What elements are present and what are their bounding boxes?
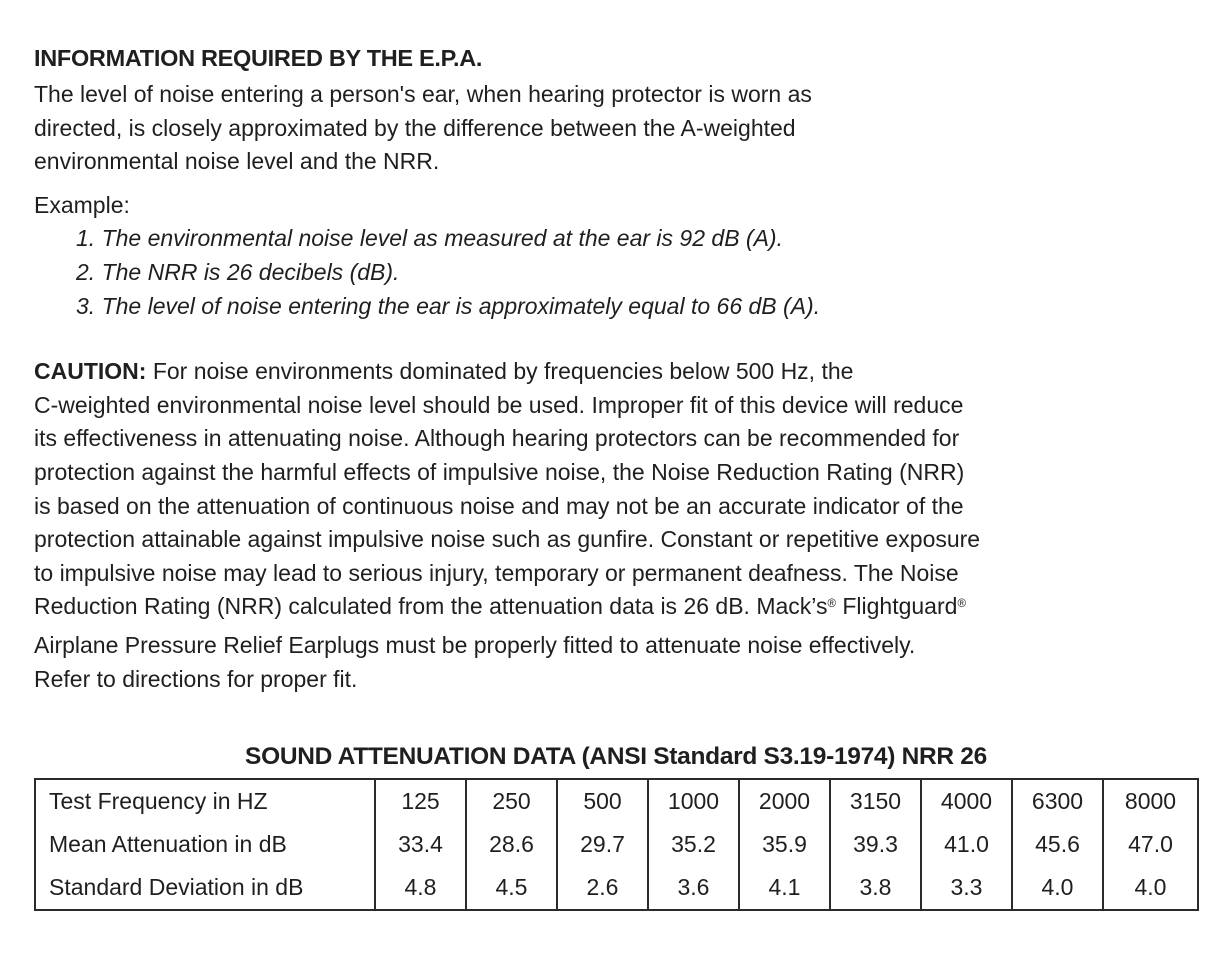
epa-paragraph-line: directed, is closely approximated by the… [34, 114, 796, 141]
table-cell: 39.3 [829, 823, 922, 867]
table-cell: 4.1 [738, 866, 831, 911]
table-cell: 47.0 [1102, 823, 1199, 867]
caution-line: CAUTION: For noise environments dominate… [34, 355, 1195, 389]
table-cell: 2000 [738, 779, 831, 824]
caution-line: protection attainable against impulsive … [34, 526, 981, 553]
epa-info-section: INFORMATION REQUIRED BY THE E.P.A. The l… [34, 44, 1195, 179]
row-label-mean-attenuation: Mean Attenuation in dB [34, 823, 376, 867]
caution-label: CAUTION: [34, 358, 147, 385]
example-item-2: 2. The NRR is 26 decibels (dB). [76, 258, 400, 285]
caution-line-trademarks: Reduction Rating (NRR) calculated from t… [34, 590, 1195, 629]
table-cell: 35.9 [738, 823, 831, 867]
table-row-mean-attenuation: Mean Attenuation in dB 33.4 28.6 29.7 35… [34, 823, 1199, 867]
caution-line: Refer to directions for proper fit. [34, 665, 358, 692]
caution-line-text: For noise environments dominated by freq… [146, 358, 854, 385]
epa-paragraph-line: The level of noise entering a person's e… [34, 81, 812, 107]
table-cell: 8000 [1102, 779, 1199, 824]
table-cell: 29.7 [556, 823, 649, 867]
epa-paragraph-line: environmental noise level and the NRR. [34, 148, 440, 175]
table-cell: 4.8 [374, 866, 467, 911]
table-cell: 125 [374, 779, 467, 824]
table-cell: 45.6 [1011, 823, 1104, 867]
table-cell: 35.2 [647, 823, 740, 867]
sound-attenuation-table: Test Frequency in HZ 125 250 500 1000 20… [34, 778, 1199, 912]
example-section: Example: 1. The environmental noise leve… [34, 189, 1195, 323]
table-cell: 41.0 [920, 823, 1013, 867]
caution-line: Airplane Pressure Relief Earplugs must b… [34, 631, 916, 658]
caution-line: C-weighted environmental noise level sho… [34, 391, 964, 418]
table-cell: 28.6 [465, 823, 558, 867]
table-cell: 33.4 [374, 823, 467, 867]
table-cell: 4000 [920, 779, 1013, 824]
sound-attenuation-section: SOUND ATTENUATION DATA (ANSI Standard S3… [34, 742, 1199, 912]
registered-trademark-icon: ® [957, 598, 966, 611]
table-cell: 3150 [829, 779, 922, 824]
row-label-frequency: Test Frequency in HZ [34, 779, 376, 824]
table-cell: 4.0 [1102, 866, 1199, 911]
table-cell: 4.5 [465, 866, 558, 911]
table-title: SOUND ATTENUATION DATA (ANSI Standard S3… [245, 743, 987, 771]
example-item-3: 3. The level of noise entering the ear i… [76, 292, 821, 319]
table-cell: 500 [556, 779, 649, 824]
example-label: Example: [34, 191, 130, 218]
example-item-1: 1. The environmental noise level as meas… [76, 225, 783, 252]
registered-trademark-icon: ® [827, 598, 836, 611]
caution-section: CAUTION: For noise environments dominate… [34, 355, 1195, 696]
table-row-frequency: Test Frequency in HZ 125 250 500 1000 20… [34, 779, 1199, 824]
caution-line-text: Flightguard [835, 593, 958, 620]
table-row-standard-deviation: Standard Deviation in dB 4.8 4.5 2.6 3.6… [34, 866, 1199, 911]
table-cell: 2.6 [556, 866, 649, 911]
table-cell: 3.6 [647, 866, 740, 911]
table-cell: 250 [465, 779, 558, 824]
table-cell: 1000 [647, 779, 740, 824]
row-label-standard-deviation: Standard Deviation in dB [34, 866, 376, 911]
epa-heading: INFORMATION REQUIRED BY THE E.P.A. [34, 45, 483, 71]
caution-line: its effectiveness in attenuating noise. … [34, 425, 960, 452]
table-cell: 4.0 [1011, 866, 1104, 911]
caution-line: is based on the attenuation of continuou… [34, 492, 964, 519]
table-cell: 3.3 [920, 866, 1013, 911]
table-cell: 3.8 [829, 866, 922, 911]
caution-line-text: Reduction Rating (NRR) calculated from t… [34, 593, 828, 620]
caution-line: to impulsive noise may lead to serious i… [34, 559, 959, 586]
table-cell: 6300 [1011, 779, 1104, 824]
caution-line: protection against the harmful effects o… [34, 458, 965, 485]
